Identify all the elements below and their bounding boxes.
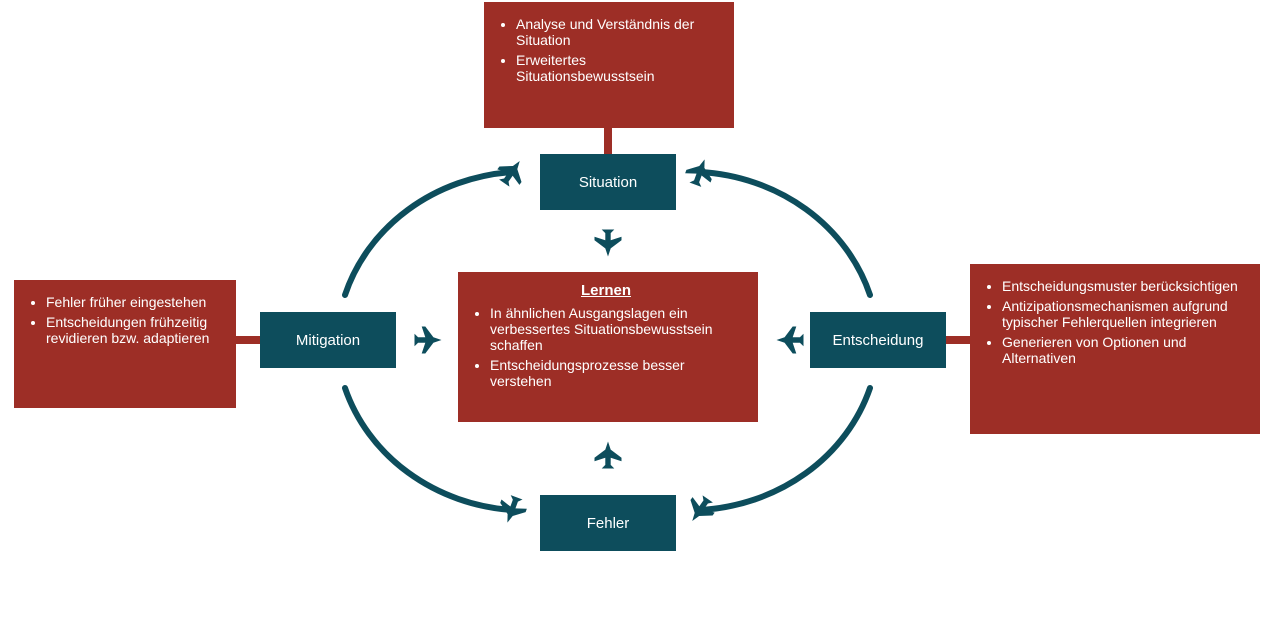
center-title: Lernen	[468, 282, 744, 299]
node-entscheidung: Entscheidung	[810, 312, 946, 368]
airplane-icon	[595, 442, 622, 469]
airplane-icon	[777, 327, 804, 354]
node-mitigation: Mitigation	[260, 312, 396, 368]
node-label-mitigation: Mitigation	[296, 332, 360, 349]
callout-top-bullet: Analyse und Verständnis der Situation	[516, 16, 720, 48]
node-situation: Situation	[540, 154, 676, 210]
callout-right-bullet: Entscheidungsmuster berücksichtigen	[1002, 278, 1246, 294]
center-lernen: Lernen In ähnlichen Ausgangslagen ein ve…	[458, 272, 758, 422]
node-label-entscheidung: Entscheidung	[833, 332, 924, 349]
callout-top-bullet: Erweitertes Situationsbewusstsein	[516, 52, 720, 84]
airplane-icon	[495, 493, 530, 528]
connector-right	[946, 336, 970, 344]
callout-right-bullet: Antizipationsmechanismen aufgrund typisc…	[1002, 298, 1246, 330]
center-bullet: Entscheidungsprozesse besser verstehen	[490, 357, 744, 389]
callout-situation: Analyse und Verständnis der Situation Erw…	[484, 2, 734, 128]
callout-left-bullet: Fehler früher eingestehen	[46, 294, 222, 310]
airplane-icon	[681, 491, 719, 529]
airplane-icon	[493, 153, 531, 191]
center-bullet: In ähnlichen Ausgangslagen ein verbesser…	[490, 305, 744, 353]
node-label-fehler: Fehler	[587, 515, 630, 532]
callout-mitigation: Fehler früher eingestehen Entscheidungen …	[14, 280, 236, 408]
callout-right-bullet: Generieren von Optionen und Alternativen	[1002, 334, 1246, 366]
callout-left-bullet: Entscheidungen frühzeitig revidieren bzw…	[46, 314, 222, 346]
connector-left	[236, 336, 260, 344]
node-label-situation: Situation	[579, 174, 637, 191]
node-fehler: Fehler	[540, 495, 676, 551]
airplane-icon	[415, 327, 442, 354]
callout-entscheidung: Entscheidungsmuster berücksichtigen Antiz…	[970, 264, 1260, 434]
airplane-icon	[595, 230, 622, 257]
airplane-icon	[683, 155, 718, 190]
